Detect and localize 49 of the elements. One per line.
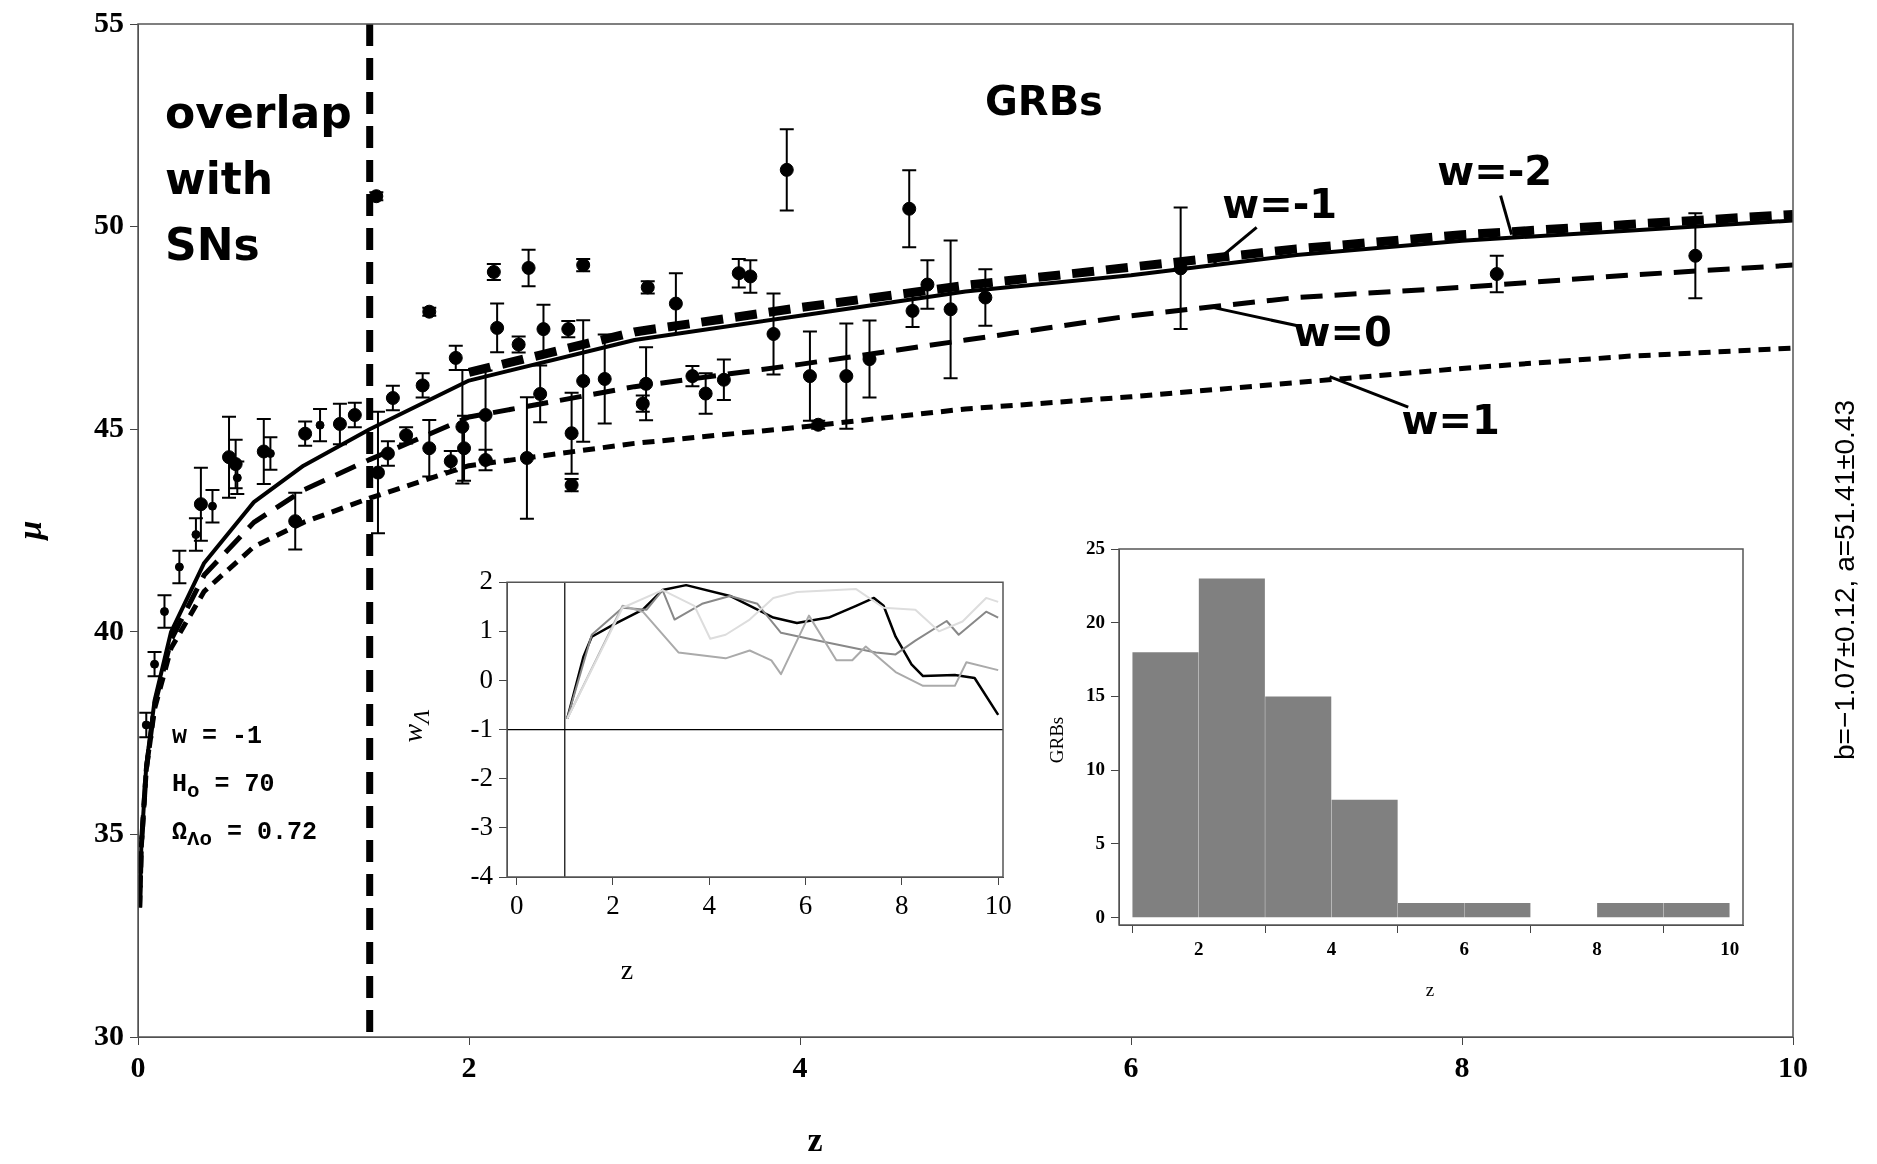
x-tick-label: 8: [1592, 938, 1602, 960]
text: b=−1.07±0.12, a=51.41±0.43: [1829, 399, 1861, 761]
annotation: GRBs: [985, 78, 1103, 124]
y-tick-label: 15: [1086, 684, 1105, 706]
x-axis-title: z: [620, 954, 634, 986]
x-tick-label: 6: [1459, 938, 1469, 960]
y-tick-label: 30: [94, 1017, 124, 1051]
x-tick-label: 10: [984, 890, 1012, 921]
y-tick-label: -2: [470, 761, 493, 792]
y-tick-label: 2: [479, 565, 493, 596]
y-tick-label: 55: [94, 4, 124, 38]
annotation: w=-1: [1222, 181, 1338, 228]
annotation: overlap with SNs: [165, 86, 353, 272]
y-tick-label: -4: [470, 860, 494, 891]
annotation: w=-2: [1437, 148, 1553, 195]
y-tick-label: 5: [1095, 831, 1105, 853]
y-tick-label: 1: [479, 614, 493, 645]
x-tick-label: 0: [130, 1049, 146, 1083]
x-tick-label: 6: [1123, 1049, 1139, 1083]
y-tick-label: 50: [94, 207, 124, 241]
x-axis-title: z: [807, 1121, 823, 1159]
y-tick-label: -1: [470, 712, 493, 743]
x-tick-label: 2: [1193, 938, 1204, 960]
y-tick-label: 10: [1086, 758, 1105, 780]
x-tick-label: 10: [1778, 1049, 1808, 1083]
y-tick-label: 0: [479, 663, 493, 694]
y-tick-label: 40: [94, 612, 124, 646]
annotation: Ω$_{Λo}$ = 0.72: [172, 818, 318, 851]
annotation: w=1: [1401, 396, 1500, 443]
y-axis-title: μ: [11, 520, 49, 540]
x-tick-label: 0: [509, 890, 524, 921]
x-tick-label: 2: [606, 890, 620, 921]
y-tick-label: 20: [1086, 610, 1105, 632]
annotation: w = -1: [172, 722, 263, 751]
y-tick-label: 25: [1086, 536, 1105, 558]
y-tick-label: -3: [470, 810, 493, 841]
y-axis-title: GRBs: [1046, 716, 1068, 764]
y-tick-label: 35: [94, 815, 124, 849]
annotation: H$_{o}$ = 70: [172, 770, 275, 803]
x-tick-label: 8: [895, 890, 909, 921]
x-tick-label: 4: [1326, 938, 1337, 960]
y-tick-label: 45: [94, 409, 124, 443]
x-tick-label: 6: [798, 890, 813, 921]
annotation: w=0: [1293, 309, 1392, 356]
x-tick-label: 4: [702, 890, 717, 921]
x-axis-title: z: [1425, 979, 1435, 1001]
x-tick-label: 8: [1454, 1049, 1470, 1083]
x-tick-label: 4: [792, 1049, 808, 1083]
x-tick-label: 10: [1720, 938, 1740, 960]
